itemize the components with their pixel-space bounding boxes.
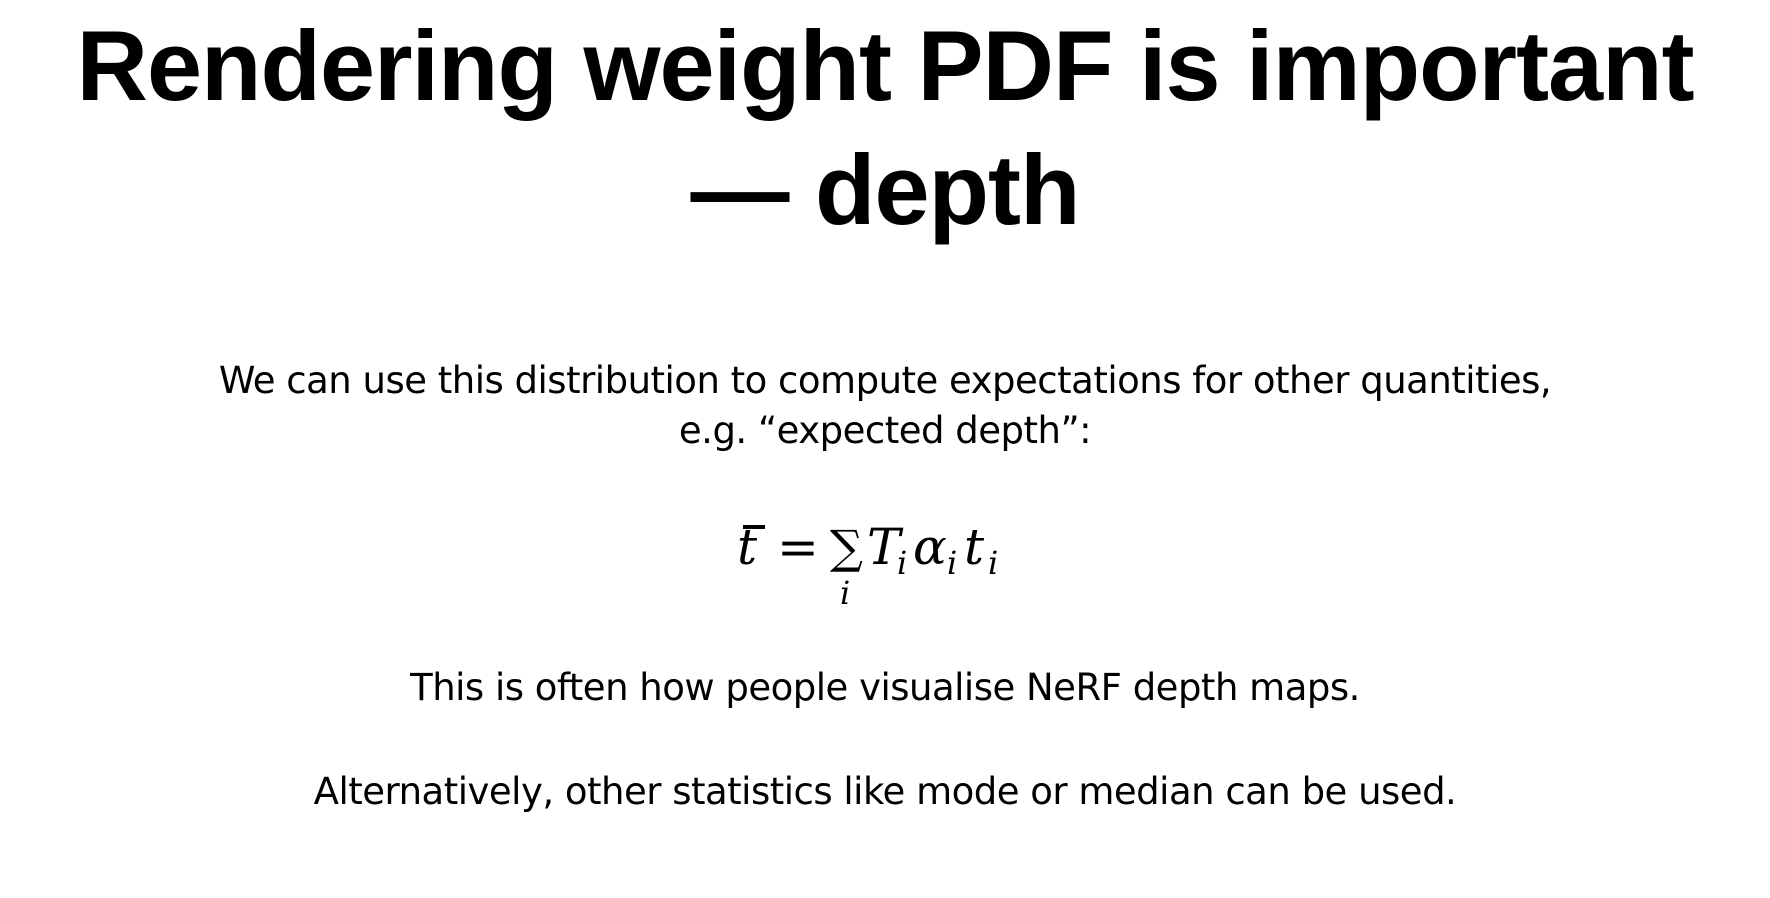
intro-line-2: e.g. “expected depth”: [678, 409, 1092, 452]
formula-T: T [867, 518, 901, 576]
visualise-paragraph: This is often how people visualise NeRF … [410, 666, 1360, 709]
formula-T-subscript: i [897, 544, 908, 582]
formula-equals: = [777, 518, 819, 576]
formula-sum-symbol: ∑ [830, 520, 863, 574]
expected-depth-formula: t = ∑ i T i α i t i [735, 513, 1035, 623]
formula-sum-index: i [840, 574, 851, 612]
intro-paragraph: We can use this distribution to compute … [0, 356, 1770, 456]
formula-t-bar: t [737, 518, 766, 576]
title-line-1: Rendering weight PDF is important [76, 10, 1694, 121]
formula-t: t [964, 518, 985, 576]
slide-title: Rendering weight PDF is important — dept… [0, 4, 1770, 252]
intro-line-1: We can use this distribution to compute … [218, 359, 1552, 402]
formula-alpha-subscript: i [947, 544, 958, 582]
alternative-paragraph: Alternatively, other statistics like mod… [313, 770, 1457, 813]
title-line-2: — depth [690, 134, 1081, 245]
formula-alpha: α [913, 518, 947, 576]
formula-t-subscript: i [988, 544, 999, 582]
